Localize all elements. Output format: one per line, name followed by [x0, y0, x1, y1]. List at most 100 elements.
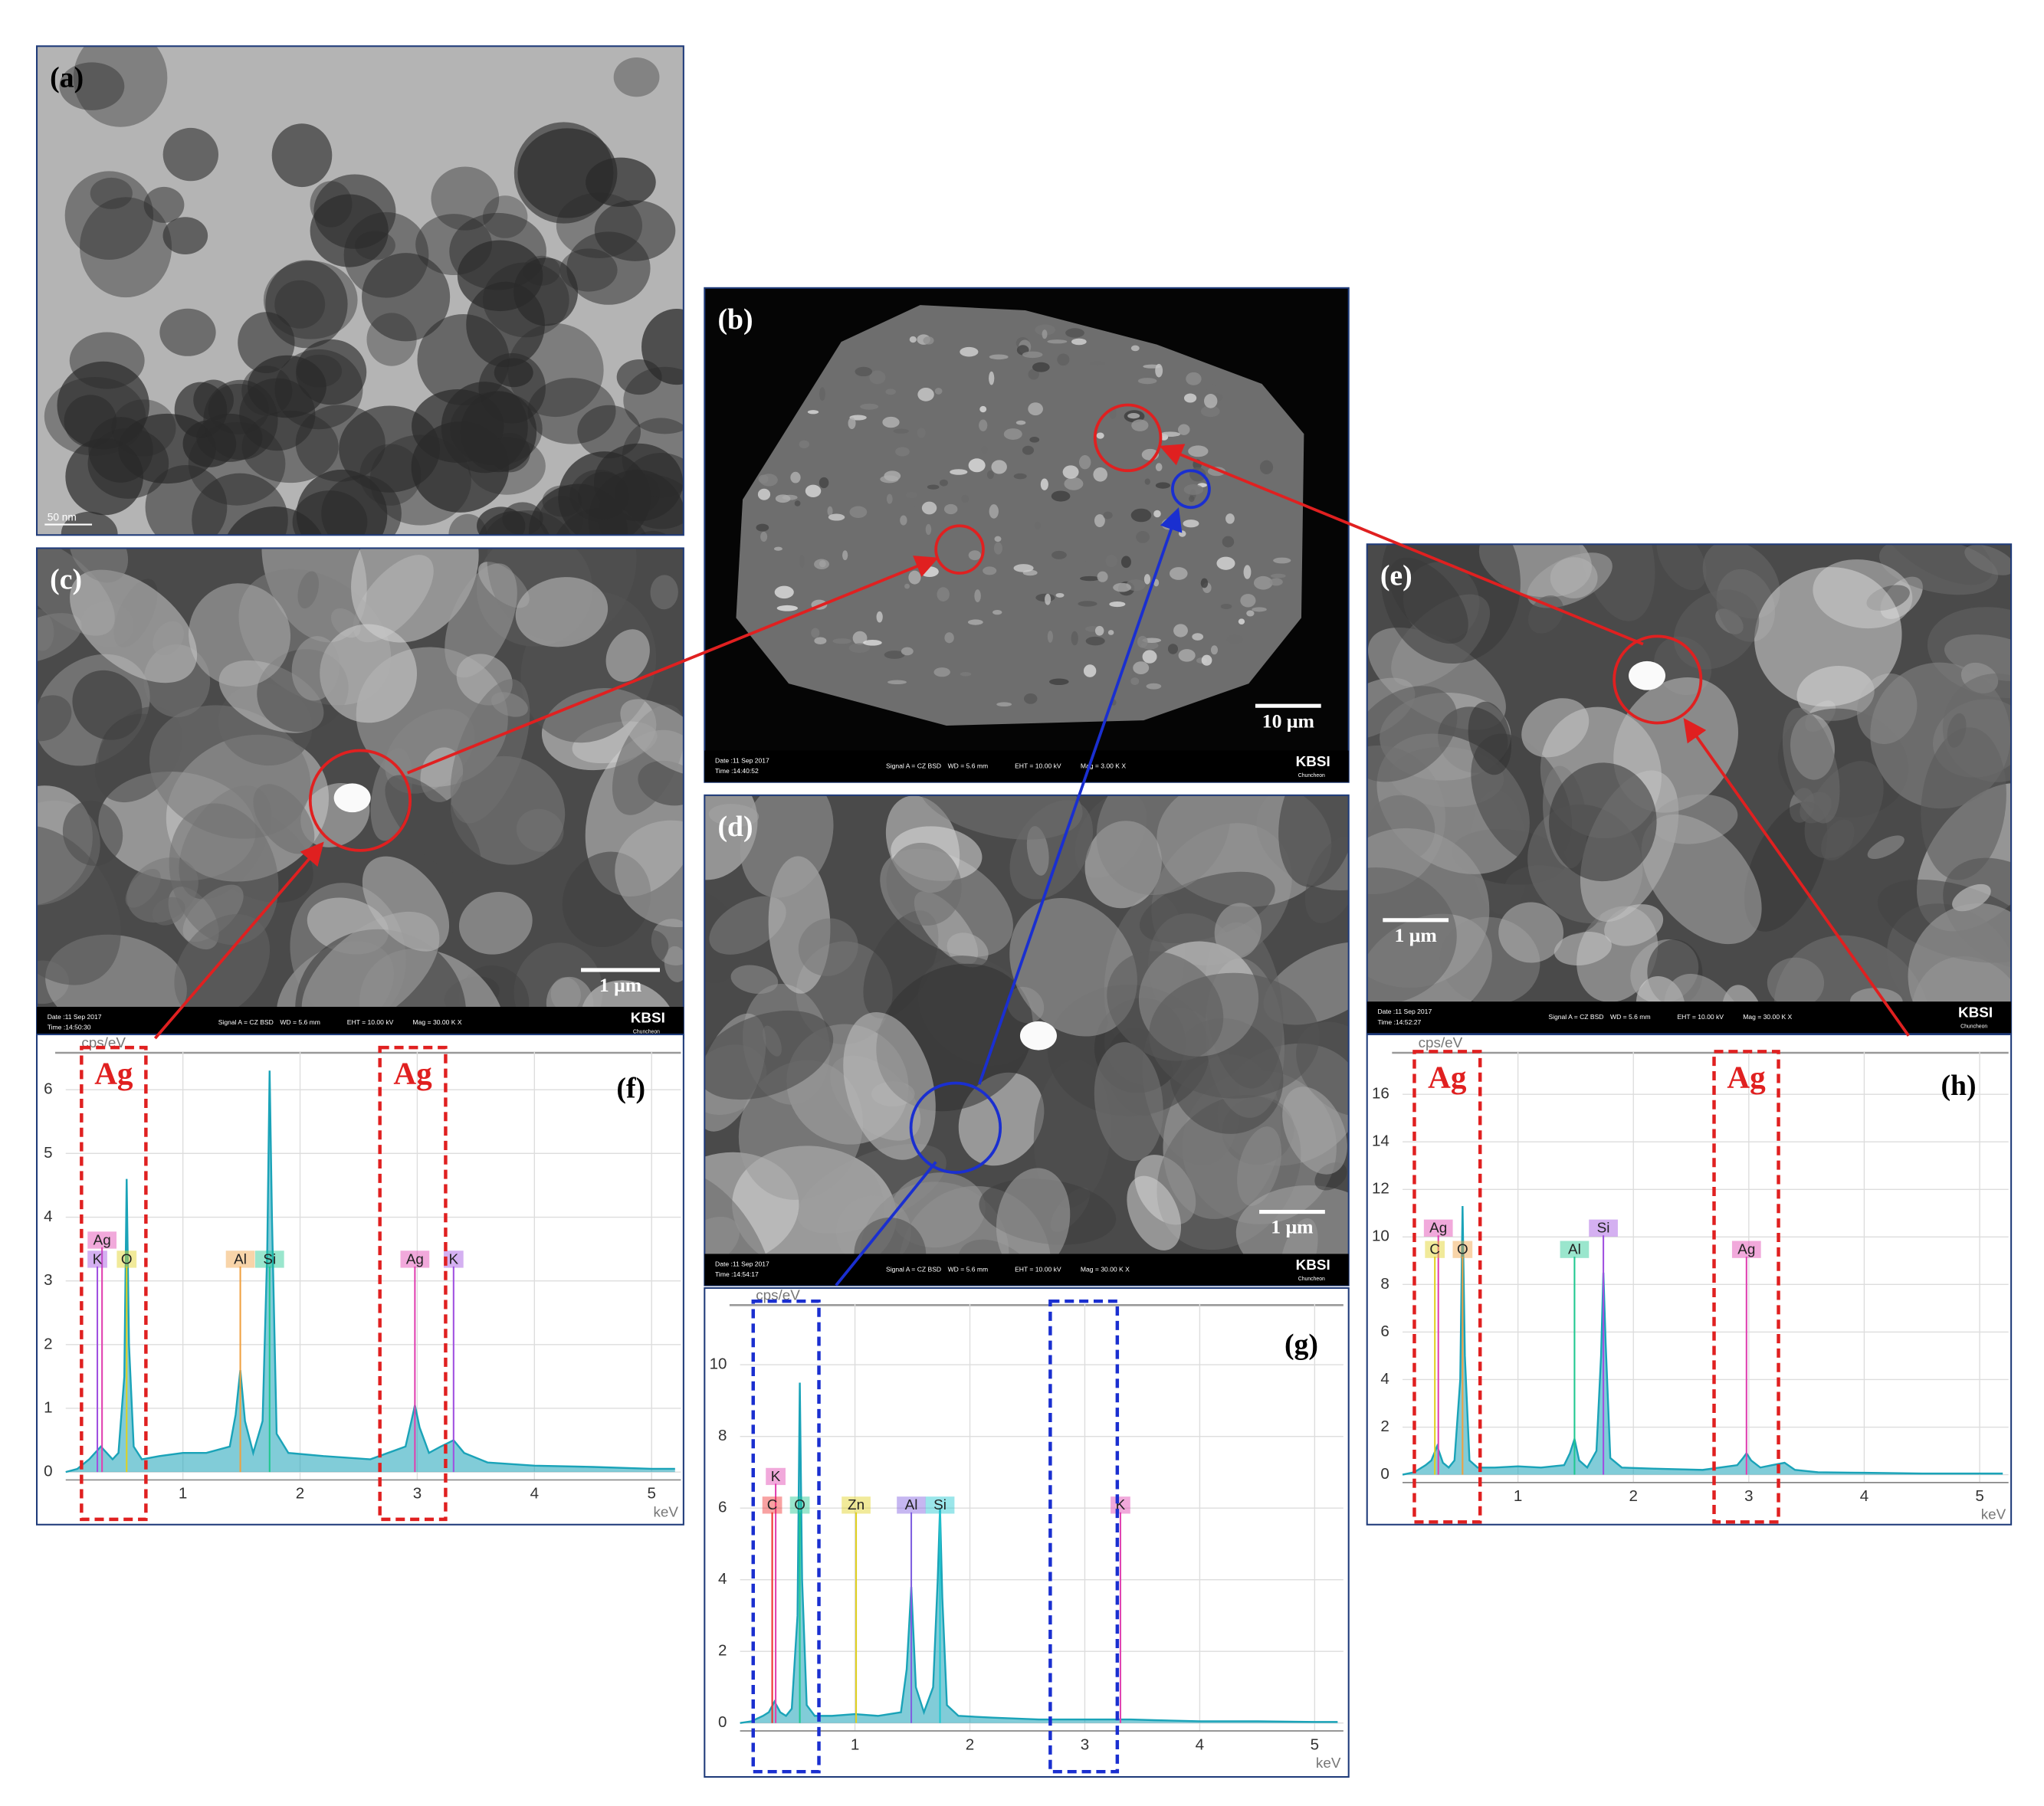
particle — [111, 399, 176, 457]
texture — [1167, 644, 1179, 654]
texture — [967, 619, 983, 625]
info-text: Time :14:40:52 — [715, 767, 759, 775]
texture — [921, 501, 937, 515]
texture — [775, 494, 791, 503]
x-axis-label: keV — [653, 1503, 678, 1519]
texture — [1550, 557, 1598, 598]
particle — [145, 465, 228, 536]
element-tag — [1425, 1241, 1445, 1258]
texture — [968, 458, 986, 473]
image-content — [1366, 544, 2012, 1034]
particle — [566, 231, 651, 305]
connector — [1683, 718, 1910, 1037]
texture — [37, 695, 72, 742]
texture — [1754, 567, 1902, 707]
highlight-circle — [1613, 634, 1703, 725]
info-bar — [37, 1006, 684, 1039]
y-tick-label: 10 — [710, 1355, 727, 1373]
texture — [1366, 686, 1458, 782]
panel-label: (e) — [1380, 560, 1412, 592]
texture — [814, 637, 827, 644]
texture — [1127, 1175, 1182, 1250]
texture — [1155, 463, 1163, 472]
texture — [1096, 432, 1104, 439]
x-tick-label: 1 — [1514, 1487, 1522, 1505]
texture — [1137, 378, 1157, 385]
y-tick-label: 4 — [1380, 1370, 1389, 1388]
particle — [90, 177, 133, 209]
texture — [799, 555, 805, 568]
texture — [1186, 372, 1202, 385]
info-text: Time :14:52:27 — [1377, 1018, 1421, 1026]
texture — [925, 523, 932, 536]
texture — [1090, 361, 1106, 366]
texture — [1155, 363, 1163, 378]
texture — [1022, 445, 1035, 455]
chart-frame — [1366, 1033, 2013, 1526]
texture — [901, 647, 914, 656]
micrograph: (a) 50 nm — [35, 45, 684, 536]
texture — [886, 493, 893, 504]
chart-frame — [704, 1286, 1350, 1778]
info-text: EHT = 10.00 kV — [347, 1018, 394, 1026]
texture — [799, 440, 809, 449]
particle — [641, 309, 684, 385]
highlight-circle — [934, 524, 985, 575]
scale-bar-label: 10 μm — [1262, 710, 1314, 732]
texture — [893, 428, 909, 434]
texture — [960, 346, 979, 357]
x-tick-label: 3 — [1744, 1487, 1753, 1505]
texture — [1641, 814, 1762, 945]
texture — [1078, 601, 1097, 607]
texture — [1094, 514, 1105, 527]
texture — [1782, 707, 1840, 824]
element-tag — [254, 1250, 284, 1268]
info-text: EHT = 10.00 kV — [1677, 1013, 1724, 1021]
x-tick-label: 3 — [1081, 1736, 1089, 1753]
info-text: EHT = 10.00 kV — [1015, 762, 1061, 769]
element-tag — [1452, 1241, 1473, 1258]
texture — [1009, 800, 1094, 900]
texture — [1109, 601, 1126, 608]
y-tick-label: 14 — [1372, 1132, 1389, 1150]
x-tick-label: 5 — [647, 1485, 655, 1503]
connector — [835, 1161, 937, 1286]
texture — [937, 587, 950, 601]
info-brand: KBSI — [1296, 1257, 1330, 1273]
texture — [1269, 578, 1283, 586]
y-tick-label: 4 — [718, 1570, 727, 1588]
texture — [981, 445, 988, 454]
texture — [730, 965, 779, 994]
element-tag — [842, 1496, 871, 1514]
texture — [886, 842, 962, 926]
highlight-circle — [1170, 469, 1211, 510]
texture — [1189, 495, 1195, 503]
element-label: Zn — [848, 1496, 865, 1513]
info-text: Mag = 3.00 K X — [1081, 762, 1127, 769]
info-text: EHT = 10.00 kV — [1015, 1265, 1061, 1273]
texture — [827, 506, 833, 516]
texture — [814, 559, 829, 570]
texture — [776, 605, 798, 611]
texture — [1094, 625, 1104, 636]
texture — [620, 699, 684, 776]
texture — [1045, 593, 1052, 605]
highlight-circle — [1093, 403, 1163, 473]
info-site: Chuncheon — [1298, 1277, 1325, 1282]
texture — [1142, 650, 1157, 664]
texture — [943, 503, 958, 515]
particle — [143, 186, 185, 223]
texture — [1064, 477, 1084, 490]
highlight-label: Ag — [1428, 1059, 1467, 1094]
element-tag — [116, 1250, 137, 1268]
particle — [159, 308, 216, 356]
info-text: Time :14:50:30 — [48, 1024, 91, 1031]
texture — [1094, 1042, 1163, 1162]
texture — [934, 388, 943, 395]
texture — [863, 910, 939, 1019]
texture — [1120, 556, 1131, 569]
texture — [996, 702, 1012, 707]
texture — [1200, 578, 1209, 588]
texture — [515, 577, 609, 647]
